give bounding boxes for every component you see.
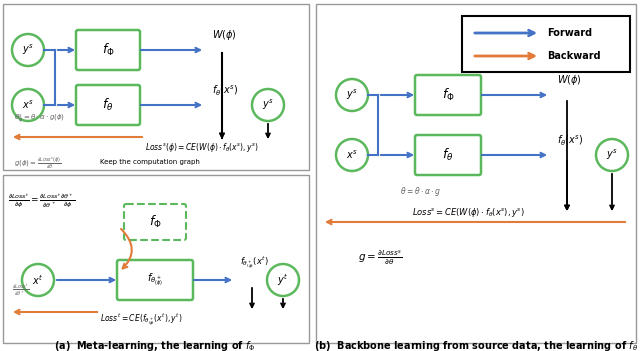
Circle shape [267,264,299,296]
FancyBboxPatch shape [76,85,140,125]
Text: $f_{\theta^+_{(\phi)}}(x^t)$: $f_{\theta^+_{(\phi)}}(x^t)$ [240,254,269,271]
Text: $\frac{\partial Loss^t}{\partial \phi} = \frac{\partial Loss^t}{\partial \theta^: $\frac{\partial Loss^t}{\partial \phi} =… [8,192,76,210]
Circle shape [336,139,368,171]
Text: $y^s$: $y^s$ [346,88,358,102]
FancyBboxPatch shape [415,75,481,115]
Text: $\theta^s_\phi = \theta \cdot \alpha \cdot g(\phi)$: $\theta^s_\phi = \theta \cdot \alpha \cd… [14,113,65,126]
Text: $x^t$: $x^t$ [32,273,44,287]
FancyBboxPatch shape [117,260,193,300]
Text: $W(\phi)$: $W(\phi)$ [557,73,582,87]
Text: Keep the computation graph: Keep the computation graph [100,159,200,165]
Text: $g(\phi) = \frac{\partial Loss^s(\phi)}{\partial \theta}$: $g(\phi) = \frac{\partial Loss^s(\phi)}{… [14,156,61,171]
FancyBboxPatch shape [76,30,140,70]
Text: (b)  Backbone learning from source data, the learning of $f_\theta$: (b) Backbone learning from source data, … [314,339,638,351]
Text: $f_\theta$: $f_\theta$ [102,97,114,113]
Text: $f_\Phi$: $f_\Phi$ [102,42,115,58]
Text: $W(\phi)$: $W(\phi)$ [212,28,237,42]
Circle shape [12,89,44,121]
Circle shape [12,34,44,66]
Text: $Loss^t=CE(f_{\theta^+_{(\phi)}}(x^t), y^t)$: $Loss^t=CE(f_{\theta^+_{(\phi)}}(x^t), y… [100,312,182,328]
Text: $\frac{\partial Loss^t}{\partial \theta^+}$: $\frac{\partial Loss^t}{\partial \theta^… [12,283,29,298]
Text: $y^s$: $y^s$ [606,148,618,162]
Bar [3,175,309,343]
Text: $x^s$: $x^s$ [22,99,34,111]
Text: $y^s$: $y^s$ [262,98,274,112]
Bar [3,4,309,170]
Text: $y^t$: $y^t$ [277,272,289,288]
Text: $x^s$: $x^s$ [346,149,358,161]
Text: Forward: Forward [547,28,592,38]
FancyBboxPatch shape [415,135,481,175]
Text: $Loss^s(\phi)=CE(W(\phi) \cdot f_\theta(x^s), y^s)$: $Loss^s(\phi)=CE(W(\phi) \cdot f_\theta(… [145,141,259,154]
Circle shape [336,79,368,111]
Text: $f_\Phi$: $f_\Phi$ [148,214,161,230]
Text: $Loss^s = CE(W(\phi) \cdot f_\theta(x^s), y^s)$: $Loss^s = CE(W(\phi) \cdot f_\theta(x^s)… [412,206,525,219]
Text: Backward: Backward [547,51,600,61]
Text: $f_\Phi$: $f_\Phi$ [442,87,454,103]
Text: $\theta = \theta \cdot \alpha \cdot g$: $\theta = \theta \cdot \alpha \cdot g$ [400,185,441,198]
Text: $f_\theta(x^s)$: $f_\theta(x^s)$ [212,83,239,97]
Text: $y^s$: $y^s$ [22,43,34,57]
FancyBboxPatch shape [124,204,186,240]
Text: $f_\theta$: $f_\theta$ [442,147,454,163]
Text: $f_\theta(x^s)$: $f_\theta(x^s)$ [557,133,584,147]
Circle shape [596,139,628,171]
Text: $g = \frac{\partial Loss^s}{\partial \theta}$: $g = \frac{\partial Loss^s}{\partial \th… [358,248,403,267]
Text: $f_{\theta^+_{(\phi)}}$: $f_{\theta^+_{(\phi)}}$ [147,272,163,289]
Bar [462,16,630,72]
Circle shape [22,264,54,296]
Bar [316,4,636,343]
Text: (a)  Meta-learning, the learning of $f_\Phi$: (a) Meta-learning, the learning of $f_\P… [54,339,256,351]
Circle shape [252,89,284,121]
